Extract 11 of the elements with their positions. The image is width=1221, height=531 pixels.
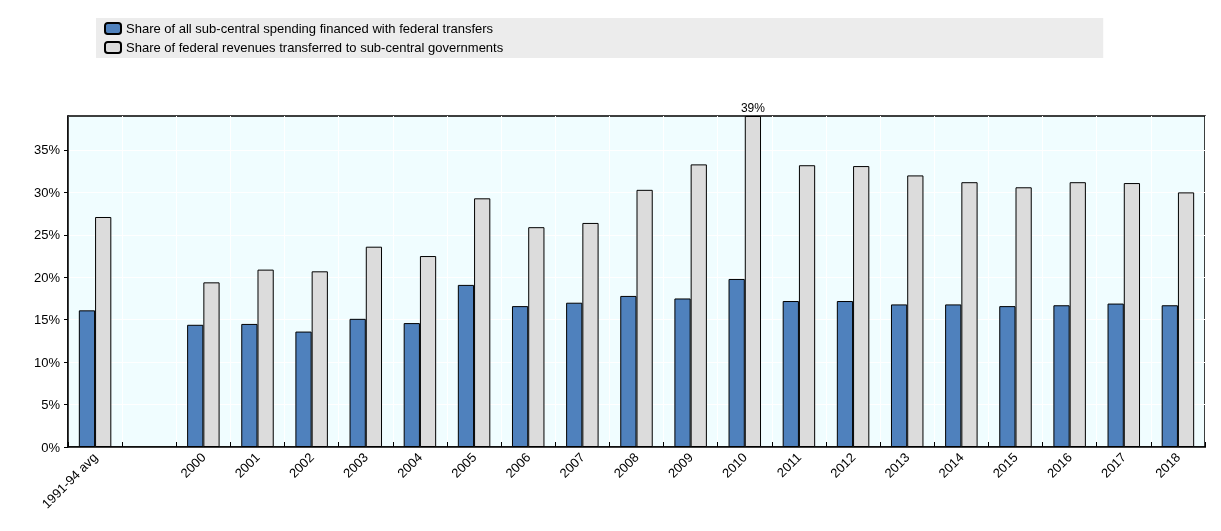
y-tick-label: 5%	[41, 397, 61, 413]
y-tick-label: 15%	[33, 312, 61, 328]
y-tick-label: 25%	[33, 227, 61, 243]
data-label: 39%	[740, 101, 766, 115]
y-tick-label: 35%	[33, 142, 61, 158]
y-tick-label: 30%	[33, 184, 61, 200]
y-tick-label: 10%	[33, 354, 61, 370]
legend-label: Share of all sub-central spending financed with federal transfers	[126, 21, 494, 36]
y-tick-label: 0%	[41, 439, 61, 455]
legend-label: Share of federal revenues transferred to sub-central governments	[126, 40, 504, 55]
y-tick-label: 20%	[33, 269, 61, 285]
